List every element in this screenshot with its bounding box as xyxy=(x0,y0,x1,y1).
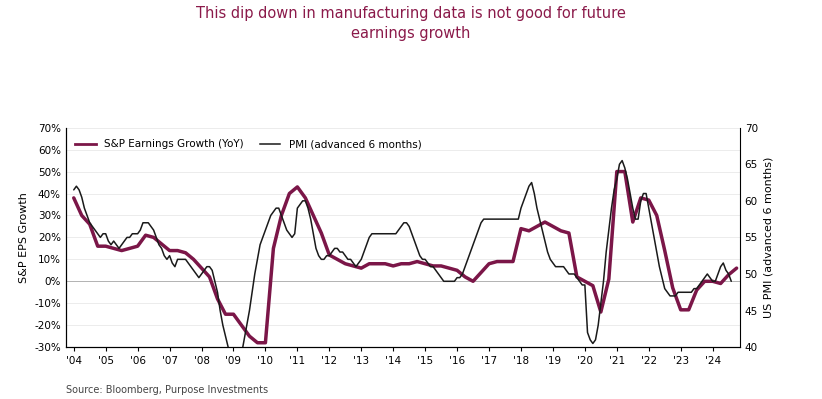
Y-axis label: US PMI (advanced 6 months): US PMI (advanced 6 months) xyxy=(764,157,774,318)
Text: Source: Bloomberg, Purpose Investments: Source: Bloomberg, Purpose Investments xyxy=(66,385,268,395)
Y-axis label: S&P EPS Growth: S&P EPS Growth xyxy=(19,192,29,283)
Legend: S&P Earnings Growth (YoY), PMI (advanced 6 months): S&P Earnings Growth (YoY), PMI (advanced… xyxy=(71,135,426,154)
Text: This dip down in manufacturing data is not good for future
earnings growth: This dip down in manufacturing data is n… xyxy=(196,6,626,41)
